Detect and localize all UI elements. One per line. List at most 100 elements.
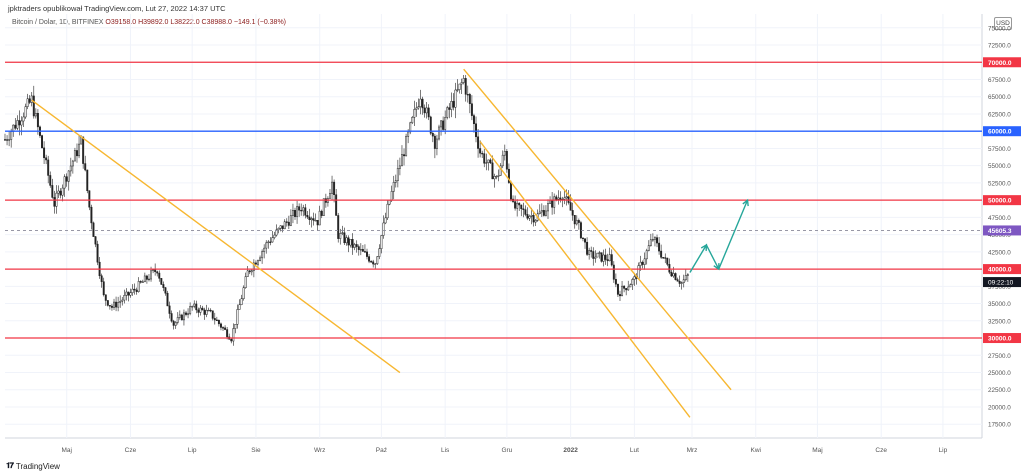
candle-down [542, 210, 545, 216]
candle-up [547, 203, 549, 212]
candle-up [296, 206, 299, 217]
x-tick-label: Maj [61, 447, 71, 454]
candle-down [335, 194, 338, 216]
x-tick-label: Maj [812, 447, 822, 454]
candle-down [59, 190, 62, 196]
candle-up [205, 310, 208, 315]
candle-up [143, 275, 146, 283]
candle-up [493, 176, 496, 180]
y-tick-label: 75000.0 [988, 25, 1011, 32]
candle-up [530, 215, 533, 217]
candle-up [339, 233, 342, 239]
candle-up [193, 303, 196, 307]
candle-up [131, 288, 134, 293]
symbol-info-bar: Bitcoin / Dolar, 1D, BITFINEX O39158.0 H… [12, 19, 286, 26]
y-tick-label: 45000.0 [988, 232, 1011, 239]
candle-down [84, 163, 87, 171]
candle-up [123, 295, 126, 301]
candle-down [641, 261, 644, 265]
candle-up [501, 154, 504, 167]
candle-up [314, 220, 317, 222]
candle-up [649, 239, 652, 246]
candle-down [230, 339, 233, 342]
candle-down [86, 169, 89, 191]
candle-up [462, 78, 465, 83]
tradingview-brand[interactable]: 𝟏𝟕 TradingView [6, 461, 60, 471]
candle-up [310, 218, 313, 220]
candle-down [625, 288, 628, 291]
candle-up [267, 241, 270, 244]
candle-up [277, 227, 280, 231]
candle-down [507, 168, 510, 183]
candle-up [257, 260, 259, 265]
candle-down [337, 215, 340, 239]
candle-down [370, 261, 373, 263]
price-axis: 17500.0 20000.0 22500.0 25000.0 27500.0 32500… [983, 25, 1021, 429]
candle-down [298, 206, 301, 211]
candle-down [285, 221, 288, 223]
candle-up [16, 120, 19, 129]
candle-up [446, 107, 449, 118]
candle-down [347, 237, 350, 246]
symbol-name[interactable]: Bitcoin / Dolar, 1D, BITFINEX [12, 19, 104, 26]
candle-down [217, 319, 220, 325]
chart-header: jpktraders opublikował TradingView.com, … [8, 4, 226, 13]
level-label: 40000.0 [988, 267, 1012, 274]
candle-down [532, 215, 535, 223]
x-tick-label: Wrz [314, 447, 325, 454]
x-tick-label: Lip [188, 447, 197, 454]
candle-up [61, 187, 64, 196]
ohlc-low: L38222.0 [170, 19, 200, 26]
candle-up [588, 250, 591, 255]
candle-up [440, 120, 443, 128]
candle-up [191, 306, 194, 308]
candle-down [213, 318, 216, 321]
current-price-bg [983, 277, 1021, 288]
x-tick-label: Kwi [751, 447, 761, 454]
candle-down [53, 197, 56, 207]
candle-up [279, 225, 282, 229]
candle-up [129, 292, 132, 296]
candle-down [304, 207, 307, 216]
candle-down [483, 153, 486, 164]
candle-up [454, 89, 457, 108]
candle-up [631, 279, 634, 286]
level-label-bg [983, 126, 1021, 137]
candle-up [528, 216, 531, 219]
candle-up [651, 239, 654, 241]
candle-down [421, 98, 424, 109]
candle-up [259, 257, 262, 261]
candle-up [261, 251, 264, 259]
candle-down [156, 271, 159, 274]
x-tick-label: Mrz [687, 447, 698, 454]
y-tick-label: 32500.0 [988, 318, 1011, 325]
candle-down [623, 285, 626, 289]
candle-up [80, 136, 83, 145]
candle-up [187, 313, 190, 315]
candle-down [287, 221, 290, 226]
candle-up [69, 165, 72, 172]
candle-down [269, 241, 272, 243]
candle-up [390, 191, 393, 201]
candle-up [575, 220, 578, 225]
candle-down [619, 294, 621, 297]
candle-down [94, 236, 97, 245]
candle-up [456, 89, 459, 91]
candle-up [137, 281, 140, 292]
candle-down [363, 251, 366, 253]
level-label-bg [983, 57, 1021, 68]
currency-badge[interactable]: USD [994, 17, 1012, 30]
candle-up [398, 165, 401, 169]
candle-up [621, 285, 624, 297]
dashed-level-label-bg [983, 225, 1021, 236]
candle-down [226, 329, 229, 338]
candle-up [189, 306, 192, 314]
candle-up [289, 215, 292, 226]
candle-down [616, 283, 619, 295]
candle-up [394, 180, 397, 183]
candle-up [407, 131, 410, 137]
candle-up [378, 248, 381, 257]
candle-down [351, 239, 354, 248]
candle-down [115, 301, 118, 308]
